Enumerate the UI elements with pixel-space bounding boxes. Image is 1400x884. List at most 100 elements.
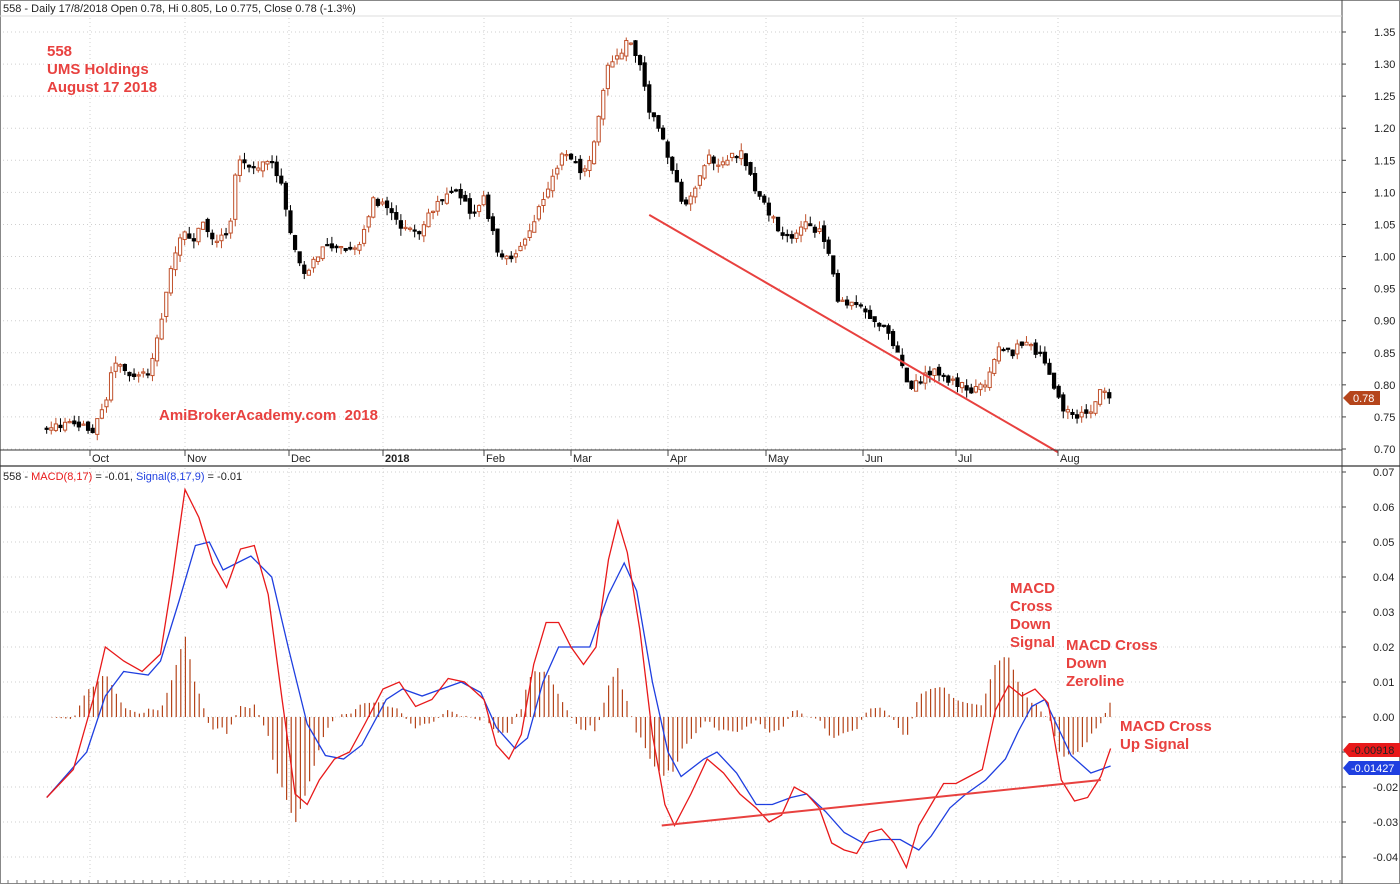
candle-down	[375, 198, 380, 206]
macd-trendline	[661, 779, 1101, 827]
candle-down	[1019, 341, 1024, 346]
candle-up	[426, 212, 431, 228]
cross-down-signal-line2: Cross	[1010, 598, 1053, 615]
candle-up	[53, 423, 58, 431]
candle-down	[927, 370, 932, 376]
candle-up	[1028, 343, 1034, 347]
month-label: Feb	[486, 453, 505, 465]
candle-up	[564, 154, 569, 157]
candle-up	[771, 216, 776, 219]
month-label: Jun	[865, 453, 883, 465]
cross-up-signal-line2: Up Signal	[1120, 736, 1189, 753]
cross-up-signal-line1: MACD Cross	[1120, 718, 1212, 735]
candle-up	[973, 386, 978, 393]
candle-up	[200, 221, 206, 230]
candle-up	[555, 167, 560, 175]
candle-up	[407, 227, 413, 230]
price-tick-label: 1.15	[1374, 155, 1395, 167]
candle-down	[472, 211, 477, 214]
signal-header-value: = -0.01	[205, 471, 243, 483]
candle-up	[582, 168, 587, 172]
candle-up	[532, 221, 537, 233]
candle-down	[660, 127, 666, 140]
candle-down	[1001, 348, 1006, 352]
price-candles	[44, 37, 1112, 454]
candle-down	[302, 264, 307, 274]
candle-up	[311, 258, 316, 269]
candle-up	[688, 195, 693, 205]
price-tick-label: 0.95	[1374, 284, 1395, 296]
candle-up	[260, 161, 265, 172]
candle-up	[1097, 389, 1103, 405]
candle-up	[522, 238, 528, 246]
candle-down	[890, 331, 896, 347]
candle-up	[605, 64, 610, 90]
candle-down	[969, 387, 974, 394]
candle-up	[219, 234, 224, 242]
last-price-value: 0.78	[1353, 393, 1374, 405]
candle-down	[76, 421, 81, 428]
candle-up	[950, 378, 955, 381]
candle-up	[196, 227, 201, 243]
candle-up	[237, 159, 242, 176]
candle-down	[780, 232, 785, 236]
candle-up	[794, 232, 799, 239]
candle-down	[122, 363, 127, 372]
stock-code-label: 558	[47, 43, 72, 60]
candle-down	[348, 246, 353, 250]
candle-down	[1074, 414, 1080, 419]
candle-up	[619, 52, 624, 60]
candle-down	[1056, 385, 1061, 398]
candle-up	[559, 153, 564, 166]
candle-down	[670, 156, 675, 171]
candle-down	[417, 231, 422, 235]
candle-down	[145, 373, 150, 376]
cross-down-signal-line4: Signal	[1010, 634, 1055, 651]
macd-tick-label: 0.05	[1373, 537, 1394, 549]
price-tick-label: 0.90	[1374, 316, 1395, 328]
candle-down	[651, 112, 656, 118]
candle-up	[996, 346, 1001, 362]
candle-down	[909, 380, 914, 389]
candle-up	[725, 159, 730, 166]
company-label: UMS Holdings	[47, 61, 149, 78]
indicator-lines	[46, 487, 1112, 870]
candle-down	[187, 233, 192, 239]
candle-up	[421, 224, 426, 237]
signal-last-value: -0.01427	[1351, 763, 1394, 775]
candle-up	[403, 226, 408, 230]
candle-up	[481, 195, 486, 206]
candle-up	[136, 374, 141, 377]
candle-down	[835, 272, 840, 302]
price-tick-label: 1.20	[1374, 123, 1395, 135]
candle-down	[85, 421, 91, 431]
last-price-badge: 0.78	[1343, 391, 1380, 405]
candle-up	[361, 228, 367, 244]
candle-up	[154, 337, 160, 362]
candle-up	[62, 421, 68, 431]
month-label: Aug	[1060, 453, 1080, 465]
candle-down	[831, 255, 836, 275]
date-label: August 17 2018	[47, 79, 157, 96]
macd-line	[46, 487, 1112, 870]
candle-up	[1015, 343, 1020, 355]
cross-down-zeroline-line3: Zeroline	[1066, 673, 1124, 690]
candle-down	[877, 322, 882, 327]
candle-up	[739, 150, 744, 160]
candle-up	[591, 141, 597, 165]
candle-up	[798, 226, 804, 236]
candle-up	[104, 399, 109, 408]
macd-last-value: -0.00918	[1351, 745, 1394, 757]
candle-down	[394, 211, 399, 220]
candle-down	[642, 62, 647, 87]
macd-tick-label: 0.04	[1373, 572, 1394, 584]
candle-up	[366, 216, 371, 228]
candle-up	[513, 253, 518, 258]
month-label: Oct	[92, 453, 109, 465]
macd-tick-label: 0.07	[1373, 467, 1394, 479]
cross-down-signal-line1: MACD	[1010, 580, 1055, 597]
candle-down	[1107, 392, 1112, 399]
candle-up	[849, 301, 854, 307]
candle-down	[1005, 347, 1011, 350]
